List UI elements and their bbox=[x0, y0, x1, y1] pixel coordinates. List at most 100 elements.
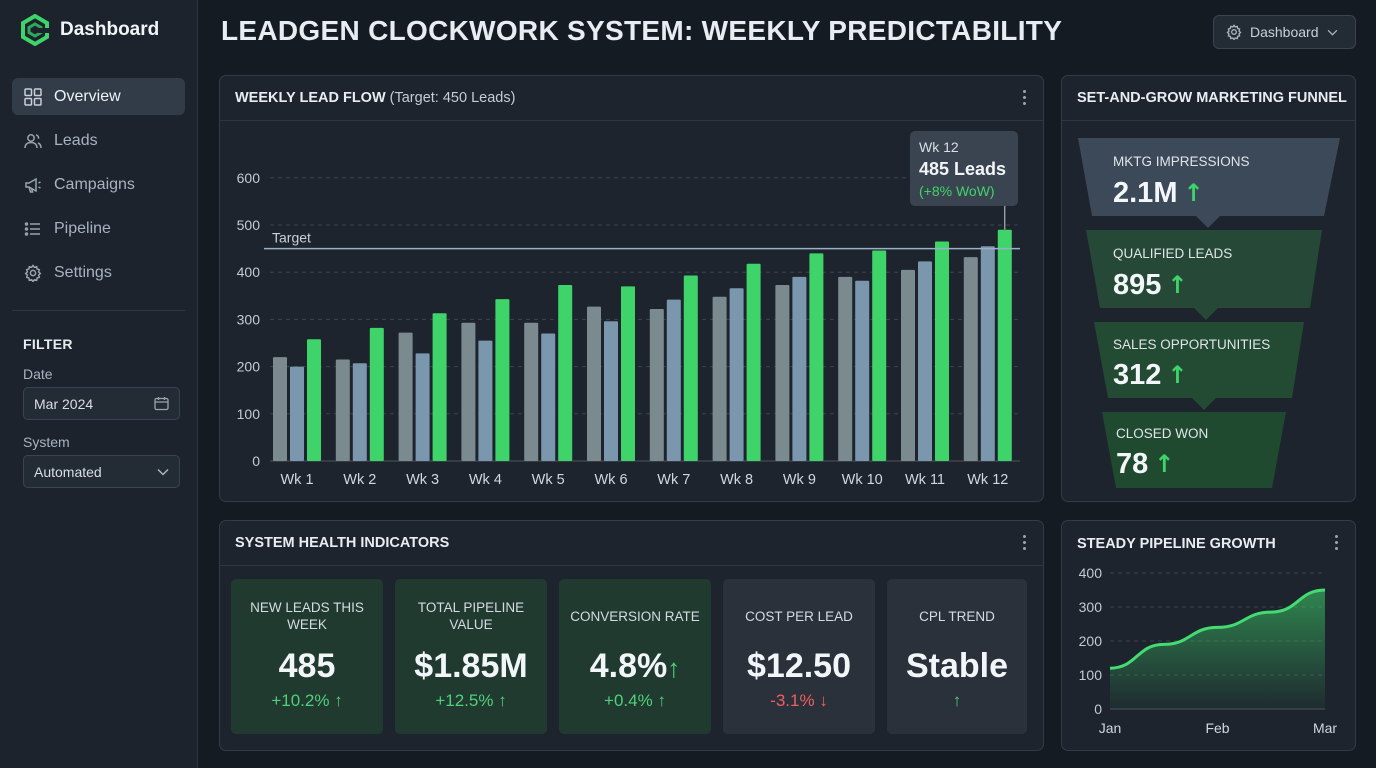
more-options-icon[interactable] bbox=[1023, 90, 1027, 106]
funnel-stage-label: SALES OPPORTUNITIES bbox=[1113, 337, 1270, 352]
funnel-stage-value: 78 bbox=[1116, 448, 1148, 480]
nav-item-leads[interactable]: Leads bbox=[12, 122, 185, 159]
health-header: SYSTEM HEALTH INDICATORS bbox=[220, 521, 1043, 566]
bar-2 bbox=[290, 366, 304, 461]
x-tick-label: Feb bbox=[1205, 720, 1229, 736]
date-picker[interactable]: Mar 2024 bbox=[23, 387, 180, 420]
kpi-cost-per-lead: COST PER LEAD $12.50 -3.1% ↓ bbox=[723, 579, 875, 734]
nav-item-pipeline[interactable]: Pipeline bbox=[12, 210, 185, 247]
nav-label: Leads bbox=[54, 131, 98, 149]
bar-1 bbox=[901, 269, 915, 461]
arrow-up-icon: ↑ bbox=[667, 653, 681, 683]
bar-3 bbox=[997, 229, 1012, 461]
nav-label: Overview bbox=[54, 87, 121, 105]
bar-2 bbox=[855, 280, 870, 461]
page-title: LEADGEN CLOCKWORK SYSTEM: WEEKLY PREDICT… bbox=[221, 15, 1063, 46]
kpi-value: 485 bbox=[278, 647, 336, 685]
pipeline-chart: 0 100 200 300 400 Jan Feb Mar bbox=[1079, 565, 1338, 736]
calendar-icon bbox=[154, 397, 169, 411]
grid-icon bbox=[24, 87, 42, 106]
bar-2 bbox=[415, 353, 430, 461]
nav-item-settings[interactable]: Settings bbox=[12, 254, 185, 291]
lead-flow-title: WEEKLY LEAD FLOW bbox=[235, 90, 386, 106]
arrow-up-icon: ↑ bbox=[952, 691, 962, 710]
funnel-stage-label: QUALIFIED LEADS bbox=[1113, 246, 1232, 261]
bar-3 bbox=[369, 327, 384, 461]
funnel-title: SET-AND-GROW MARKETING FUNNEL bbox=[1077, 90, 1347, 106]
kpi-label: NEW LEADS THIS WEEK bbox=[250, 600, 364, 632]
kpi-value: 4.8%↑ bbox=[589, 647, 681, 685]
kpi-value: Stable bbox=[905, 647, 1009, 685]
bar-3 bbox=[558, 284, 573, 461]
y-tick-label: 500 bbox=[237, 217, 261, 233]
bar-1 bbox=[273, 357, 287, 461]
x-tick-label: Wk 3 bbox=[406, 472, 439, 488]
x-tick-label: Wk 9 bbox=[783, 472, 816, 488]
logo-icon bbox=[21, 14, 50, 46]
kpi-change: +12.5% ↑ bbox=[435, 691, 507, 710]
bar-3 bbox=[935, 241, 949, 461]
y-tick-label: 100 bbox=[1079, 667, 1103, 683]
bar-3 bbox=[495, 299, 510, 461]
bar-3 bbox=[621, 286, 635, 461]
kpi-label: COST PER LEAD bbox=[745, 609, 853, 624]
y-tick-label: 400 bbox=[1079, 565, 1103, 581]
bar-1 bbox=[963, 257, 978, 461]
funnel-stage-label: MKTG IMPRESSIONS bbox=[1113, 154, 1250, 169]
kpi-value: $12.50 bbox=[747, 647, 851, 685]
nav-item-overview[interactable]: Overview bbox=[12, 78, 185, 115]
date-value: Mar 2024 bbox=[34, 395, 94, 412]
x-tick-label: Wk 7 bbox=[657, 472, 690, 488]
system-select[interactable]: Automated bbox=[23, 455, 180, 488]
bar-3 bbox=[746, 263, 761, 461]
arrow-up-icon: ↑ bbox=[1154, 450, 1174, 478]
y-tick-label: 100 bbox=[237, 406, 261, 422]
kpi-change: +10.2% ↑ bbox=[271, 691, 343, 710]
bar-2 bbox=[729, 288, 744, 461]
target-label: Target bbox=[272, 230, 311, 246]
nav-label: Campaigns bbox=[54, 175, 135, 193]
bar-1 bbox=[838, 276, 853, 461]
kpi-label: CONVERSION RATE bbox=[570, 609, 700, 624]
x-tick-label: Wk 11 bbox=[905, 472, 945, 488]
gear-icon bbox=[1226, 24, 1242, 40]
app-title: Dashboard bbox=[60, 19, 160, 40]
megaphone-icon bbox=[25, 177, 41, 193]
bar-3 bbox=[809, 253, 824, 461]
y-tick-label: 200 bbox=[237, 359, 261, 375]
bar-2 bbox=[792, 276, 807, 461]
bar-2 bbox=[666, 299, 681, 461]
bar-1 bbox=[461, 322, 476, 461]
nav-label: Settings bbox=[54, 263, 112, 281]
bar-1 bbox=[524, 322, 539, 461]
view-dropdown[interactable]: Dashboard bbox=[1213, 15, 1356, 49]
kpi-cpl-trend: CPL TREND Stable ↑ bbox=[887, 579, 1027, 734]
kpi-pipeline-value: TOTAL PIPELINE VALUE $1.85M +12.5% ↑ bbox=[395, 579, 547, 734]
nav-item-campaigns[interactable]: Campaigns bbox=[12, 166, 185, 203]
kpi-label: TOTAL PIPELINE VALUE bbox=[417, 600, 525, 632]
area-line bbox=[1109, 588, 1326, 670]
bar-2 bbox=[478, 340, 493, 461]
health-panel: SYSTEM HEALTH INDICATORS NEW LEADS THIS … bbox=[219, 520, 1044, 751]
bar-1 bbox=[587, 306, 601, 461]
more-options-icon[interactable] bbox=[1023, 535, 1027, 551]
nav-label: Pipeline bbox=[54, 219, 111, 237]
y-tick-label: 200 bbox=[1079, 633, 1103, 649]
arrow-down-icon: ↓ bbox=[819, 691, 828, 710]
lead-flow-panel: WEEKLY LEAD FLOW (Target: 450 Leads) 0 10… bbox=[219, 75, 1044, 502]
more-options-icon[interactable] bbox=[1335, 535, 1339, 551]
funnel-stage-value: 2.1M bbox=[1113, 177, 1177, 209]
x-tick-label: Jan bbox=[1099, 720, 1122, 736]
funnel-stage bbox=[1086, 230, 1322, 320]
x-tick-label: Wk 5 bbox=[532, 472, 565, 488]
bar-1 bbox=[398, 332, 413, 461]
funnel-stage bbox=[1094, 322, 1304, 410]
tooltip-value: 485 Leads bbox=[919, 159, 1006, 179]
lead-flow-chart: 0 100 200 300 400 500 600 Wk 1 Wk 2 Wk 3 Wk 4 Wk 5 W… bbox=[237, 131, 1020, 488]
arrow-up-icon: ↑ bbox=[334, 691, 343, 710]
funnel-stage bbox=[1102, 412, 1286, 488]
brand[interactable]: Dashboard bbox=[20, 14, 159, 46]
y-tick-label: 0 bbox=[252, 453, 260, 469]
pipeline-title: STEADY PIPELINE GROWTH bbox=[1077, 535, 1276, 552]
y-tick-label: 300 bbox=[237, 311, 261, 327]
